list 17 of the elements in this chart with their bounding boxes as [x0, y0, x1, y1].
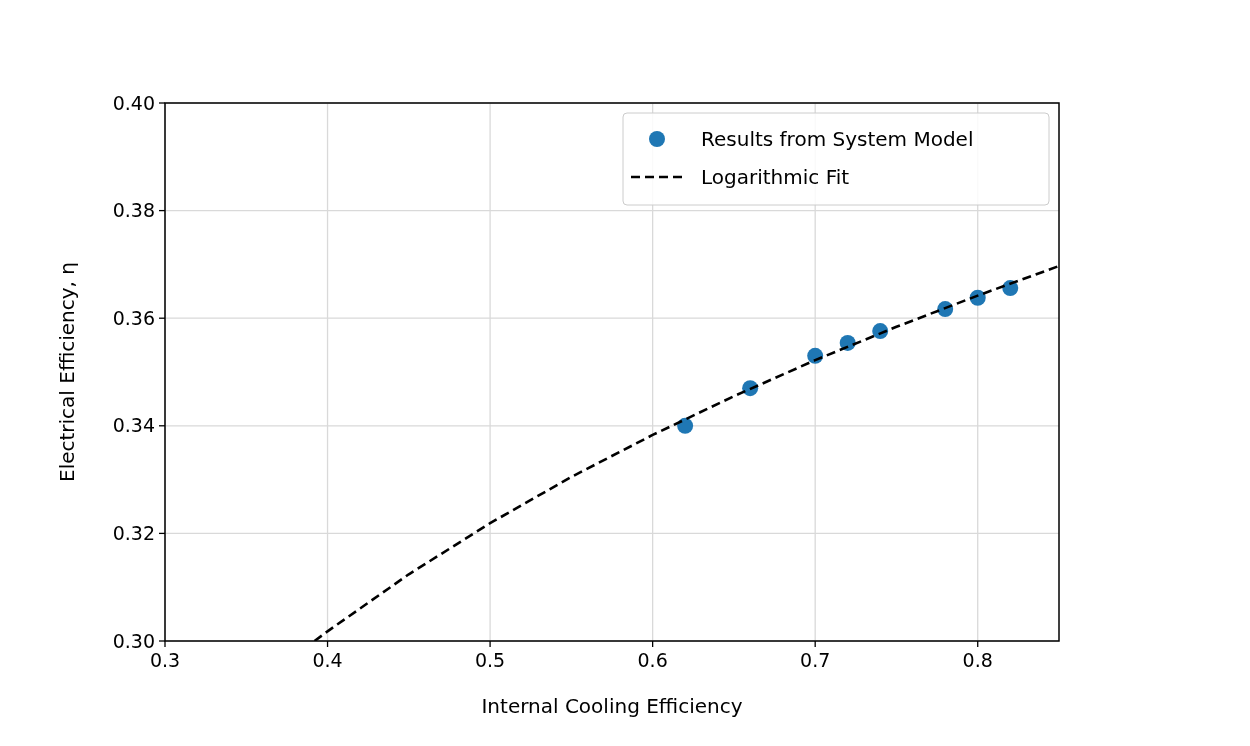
point	[677, 417, 694, 434]
legend-label: Logarithmic Fit	[701, 165, 850, 189]
y-tick-label: 0.40	[112, 91, 155, 114]
legend-label: Results from System Model	[701, 127, 974, 151]
y-tick-label: 0.38	[112, 199, 155, 222]
y-tick-label: 0.32	[112, 522, 155, 545]
x-tick-label: 0.6	[637, 649, 668, 671]
x-tick-label: 0.3	[149, 649, 181, 671]
x-tick-label: 0.8	[962, 649, 993, 671]
x-tick-label: 0.4	[312, 649, 343, 671]
y-tick-label: 0.34	[112, 414, 155, 437]
x-axis-title: Internal Cooling Efficiency	[481, 694, 743, 718]
y-tick-label: 0.30	[112, 629, 155, 652]
x-tick-label: 0.5	[474, 649, 506, 671]
y-axis-title: Electrical Efficiency, η	[55, 261, 79, 483]
x-tick-label: 0.7	[800, 649, 831, 671]
y-tick-label: 0.36	[112, 306, 155, 329]
